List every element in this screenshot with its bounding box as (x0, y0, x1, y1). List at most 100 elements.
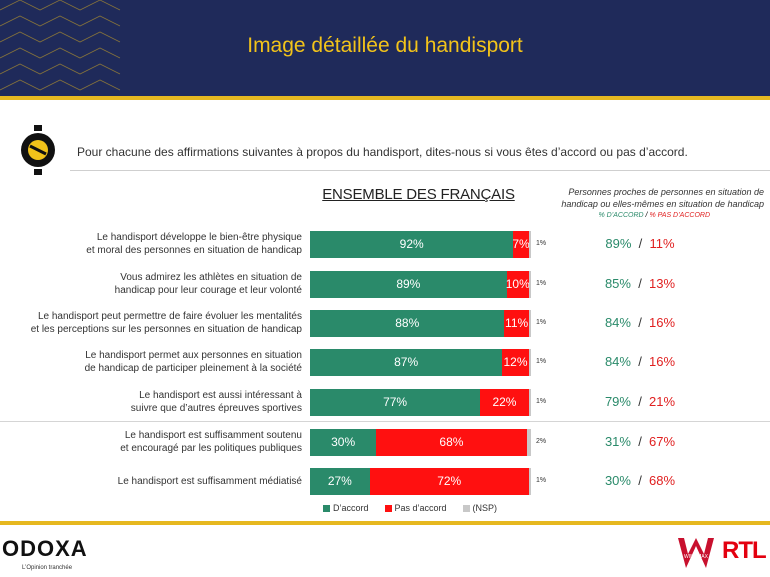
proches-sub-pas: % PAS D’ACCORD (649, 212, 710, 219)
legend-item-accord: D’accord (323, 503, 369, 513)
section-heading: ENSEMBLE DES FRANÇAIS (322, 186, 515, 203)
row-label-line: Le handisport peut permettre de faire év… (37, 311, 302, 322)
row-label-line: et encouragé par les politiques publique… (120, 443, 302, 454)
proches-pas-accord: 67% (649, 434, 676, 449)
row-label-line: Vous admirez les athlètes en situation d… (120, 272, 302, 283)
proches-accord: 79% (604, 394, 631, 409)
bar-nsp (528, 270, 531, 298)
proches-separator: / (630, 473, 650, 488)
row-label: Vous admirez les athlètes en situation d… (0, 271, 302, 297)
proches-heading: Personnes proches de personnes en situat… (561, 187, 764, 209)
bar-pas-accord: 11% (504, 309, 529, 337)
row-label-line: Le handisport est suffisamment médiatisé (117, 475, 302, 487)
proches-subheading: % D’ACCORD / % PAS D’ACCORD (530, 212, 710, 219)
proches-pas-accord: 21% (649, 394, 676, 409)
proches-separator: / (630, 394, 650, 409)
question-divider (70, 170, 770, 171)
bar-pas-accord: 22% (480, 388, 529, 416)
proches-separator: / (630, 315, 650, 330)
proches-value: 31% / 67% (560, 434, 720, 449)
row-label: Le handisport est suffisamment soutenu et… (0, 429, 302, 455)
proches-pas-accord: 16% (649, 354, 676, 369)
legend-label-nsp: (NSP) (472, 503, 498, 513)
bar-nsp (526, 428, 531, 456)
proches-value: 84% / 16% (560, 354, 720, 369)
row-label-line: suivre que d’autres épreuves sportives (130, 403, 302, 414)
nsp-value: 1% (536, 240, 547, 247)
proches-separator: / (630, 354, 650, 369)
legend-label-accord: D’accord (333, 503, 369, 513)
bar-nsp (528, 348, 531, 376)
proches-pas-accord: 13% (649, 276, 676, 291)
odoxa-tagline: L’Opinion tranchée (22, 565, 73, 571)
proches-value: 89% / 11% (560, 236, 720, 251)
proches-separator: / (630, 276, 650, 291)
footer-gold-line (0, 521, 770, 525)
nsp-value: 1% (536, 398, 547, 405)
question-logo-icon (21, 125, 55, 175)
row-label-line: Le handisport est suffisamment soutenu (124, 430, 302, 441)
page-title: Image détaillée du handisport (247, 34, 523, 57)
proches-pas-accord: 16% (649, 315, 676, 330)
winamax-text: WINAMAX (684, 554, 709, 560)
row-label-line: de handicap de participer pleinement à l… (84, 363, 302, 374)
bar-accord: 77% (310, 388, 481, 416)
nsp-value: 1% (536, 358, 547, 365)
bar-pas-accord: 7% (512, 230, 530, 258)
legend-item-pas: Pas d’accord (384, 503, 447, 513)
header-banner: Image détaillée du handisport (0, 0, 770, 96)
proches-separator: / (630, 434, 650, 449)
question-text: Pour chacune des affirmations suivantes … (77, 145, 688, 159)
legend-swatch-nsp (462, 504, 470, 512)
row-label-line: Le handisport permet aux personnes en si… (85, 350, 302, 361)
bar-nsp (528, 309, 531, 337)
bar-nsp (528, 467, 531, 495)
proches-value: 84% / 16% (560, 315, 720, 330)
legend-label-pas: Pas d’accord (394, 503, 447, 513)
row-label-line: Le handisport développe le bien-être phy… (96, 232, 302, 243)
row-label: Le handisport est suffisamment médiatisé (0, 475, 302, 488)
proches-pas-accord: 11% (649, 236, 675, 251)
nsp-value: 2% (536, 438, 547, 445)
rtl-logo: RTL (722, 537, 767, 564)
bar-pas-accord: 12% (502, 348, 529, 376)
bar-nsp (528, 230, 531, 258)
proches-value: 30% / 68% (560, 473, 720, 488)
proches-accord: 84% (604, 354, 631, 369)
row-label: Le handisport permet aux personnes en si… (0, 349, 302, 375)
bar-accord: 87% (310, 348, 503, 376)
row-label-line: et moral des personnes en situation de h… (86, 245, 302, 256)
proches-accord: 85% (604, 276, 631, 291)
proches-value: 79% / 21% (560, 394, 720, 409)
header-gold-line (0, 96, 770, 100)
bar-accord: 88% (310, 309, 505, 337)
row-label-line: Le handisport est aussi intéressant à (139, 390, 302, 401)
row-label-line: handicap pour leur courage et leur volon… (114, 285, 302, 296)
section-divider (0, 421, 770, 422)
row-label-line: et les perceptions sur les personnes en … (30, 324, 302, 335)
row-label: Le handisport peut permettre de faire év… (0, 310, 302, 336)
winamax-logo-icon: WINAMAX (678, 538, 714, 568)
bar-accord: 30% (310, 428, 377, 456)
header-pattern (0, 0, 121, 91)
proches-sub-separator: / (645, 212, 648, 219)
proches-accord: 31% (604, 434, 631, 449)
bar-nsp (528, 388, 531, 416)
proches-accord: 30% (604, 473, 631, 488)
proches-sub-accord: % D’ACCORD (598, 212, 644, 219)
bar-pas-accord: 72% (369, 467, 529, 495)
row-label: Le handisport développe le bien-être phy… (0, 231, 302, 257)
proches-separator: / (631, 236, 650, 251)
proches-accord: 89% (605, 236, 632, 251)
bar-pas-accord: 10% (506, 270, 530, 298)
legend-swatch-pas (384, 504, 392, 512)
chart-legend: D’accord Pas d’accord (NSP) (323, 503, 513, 513)
bar-accord: 92% (310, 230, 514, 258)
row-label: Le handisport est aussi intéressant à sui… (0, 389, 302, 415)
legend-item-nsp: (NSP) (462, 503, 498, 513)
proches-value: 85% / 13% (560, 276, 720, 291)
bar-pas-accord: 68% (376, 428, 527, 456)
nsp-value: 1% (536, 280, 547, 287)
nsp-value: 1% (536, 477, 547, 484)
odoxa-logo: ODOXA (2, 536, 88, 561)
